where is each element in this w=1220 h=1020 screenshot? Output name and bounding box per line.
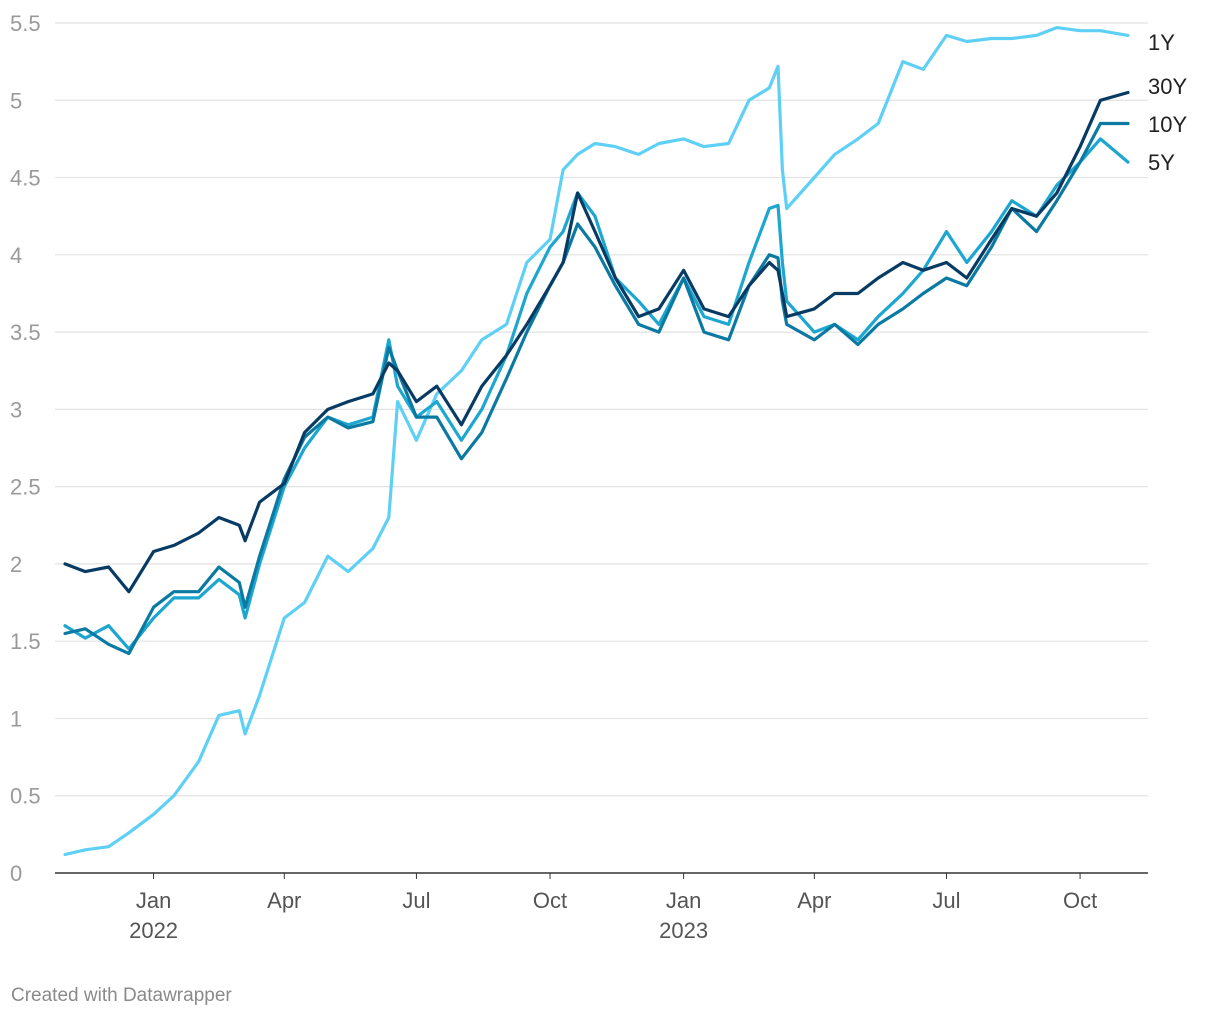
series-line-5y xyxy=(63,137,1130,651)
y-tick-label: 1.5 xyxy=(10,629,41,654)
footer-credit: Created with Datawrapper xyxy=(11,985,232,1006)
x-tick-label: Apr xyxy=(797,888,831,913)
series-label-5y: 5Y xyxy=(1148,150,1175,175)
series-line-1y xyxy=(63,26,1130,857)
y-tick-label: 0 xyxy=(10,861,22,886)
y-tick-label: 0.5 xyxy=(10,784,41,809)
gridlines xyxy=(55,22,1148,797)
x-tick-label: Apr xyxy=(267,888,301,913)
series-line-30y xyxy=(63,90,1130,594)
x-tick-label: Jan xyxy=(666,888,701,913)
y-tick-label: 1 xyxy=(10,706,22,731)
x-tick-label: Jul xyxy=(932,888,960,913)
y-axis-ticks: 0 0.5 1 1.5 2 2.5 3 3.5 4 4.5 5 5.5 xyxy=(10,11,41,886)
x-tick-year-label: 2022 xyxy=(129,918,178,943)
x-axis-ticks: Jan 2022 Apr Jul Oct Jan 2023 Apr Jul Oct xyxy=(129,873,1097,943)
y-tick-label: 2.5 xyxy=(10,475,41,500)
x-tick-label: Oct xyxy=(1063,888,1097,913)
y-tick-label: 3 xyxy=(10,397,22,422)
x-tick-year-label: 2023 xyxy=(659,918,708,943)
series-labels: 1Y 5Y 10Y 30Y xyxy=(1148,30,1187,175)
series-label-1y: 1Y xyxy=(1148,30,1175,55)
x-tick-label: Oct xyxy=(533,888,567,913)
y-tick-label: 4 xyxy=(10,243,22,268)
y-tick-label: 3.5 xyxy=(10,320,41,345)
y-tick-label: 5.5 xyxy=(10,11,41,36)
series-label-30y: 30Y xyxy=(1148,74,1187,99)
y-tick-label: 5 xyxy=(10,88,22,113)
series-label-10y: 10Y xyxy=(1148,112,1187,137)
series-lines xyxy=(63,26,1130,857)
y-tick-label: 4.5 xyxy=(10,166,41,191)
x-tick-label: Jul xyxy=(402,888,430,913)
y-tick-label: 2 xyxy=(10,552,22,577)
x-tick-label: Jan xyxy=(136,888,171,913)
series-line-10y xyxy=(63,121,1130,656)
